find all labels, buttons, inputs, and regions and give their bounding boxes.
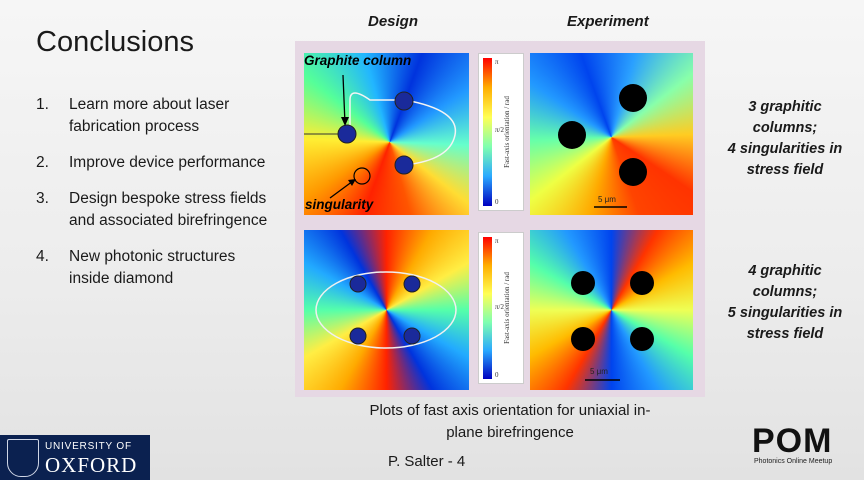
graphite-column	[630, 271, 654, 295]
singularity-marker	[353, 167, 371, 185]
slide-title: Conclusions	[36, 26, 194, 58]
graphite-column	[403, 275, 421, 293]
singularity-label: singularity	[305, 197, 374, 212]
experiment-map-4-columns	[530, 230, 693, 390]
graphite-column	[619, 84, 647, 112]
conclusions-list: 1. Learn more about laser fabrication pro…	[36, 94, 276, 304]
oxford-logo: UNIVERSITY OF OXFORD	[0, 435, 150, 480]
experiment-map-3-columns	[530, 53, 693, 215]
arc-line	[349, 92, 457, 166]
colorbar: π π/2 0 Fast-axis orientation / rad	[478, 232, 524, 384]
note-row2: 4 graphitic columns; 5 singularities in …	[727, 263, 843, 342]
list-item: 3. Design bespoke stress fields and assoc…	[36, 190, 268, 229]
graphite-column-label: Graphite column	[304, 53, 412, 68]
graphite-column	[571, 327, 595, 351]
scale-bar: 5 μm	[590, 367, 608, 376]
colorbar: π π/2 0 Fast-axis orientation / rad	[478, 53, 524, 211]
pom-logo: POM Photonics Online Meetup	[752, 422, 833, 465]
arrow-head	[348, 179, 356, 186]
graphite-column	[349, 275, 367, 293]
scale-bar: 5 μm	[598, 195, 616, 204]
graphite-column	[394, 155, 414, 175]
graphite-column	[571, 271, 595, 295]
experiment-heading: Experiment	[567, 13, 649, 30]
graphite-column	[349, 327, 367, 345]
list-item: 2. Improve device performance	[36, 154, 266, 171]
arrow-line	[329, 180, 354, 199]
arrow-line	[342, 74, 346, 125]
design-map-4-columns	[304, 230, 469, 390]
list-item: 4. New photonic structures inside diamond	[36, 248, 236, 287]
note-row1: 3 graphitic columns; 4 singularities in …	[727, 99, 843, 178]
graphite-column	[337, 124, 357, 144]
graphite-column	[394, 91, 414, 111]
footer-author: P. Salter - 4	[388, 453, 466, 470]
arrow-head	[341, 117, 349, 126]
figure-caption: Plots of fast axis orientation for uniax…	[369, 402, 651, 441]
graphite-column	[619, 158, 647, 186]
design-heading: Design	[368, 13, 419, 30]
graphite-column	[403, 327, 421, 345]
list-item: 1. Learn more about laser fabrication pro…	[36, 96, 230, 135]
graphite-column	[630, 327, 654, 351]
arc-line	[315, 271, 457, 349]
crest-icon	[7, 439, 39, 477]
graphite-column	[558, 121, 586, 149]
